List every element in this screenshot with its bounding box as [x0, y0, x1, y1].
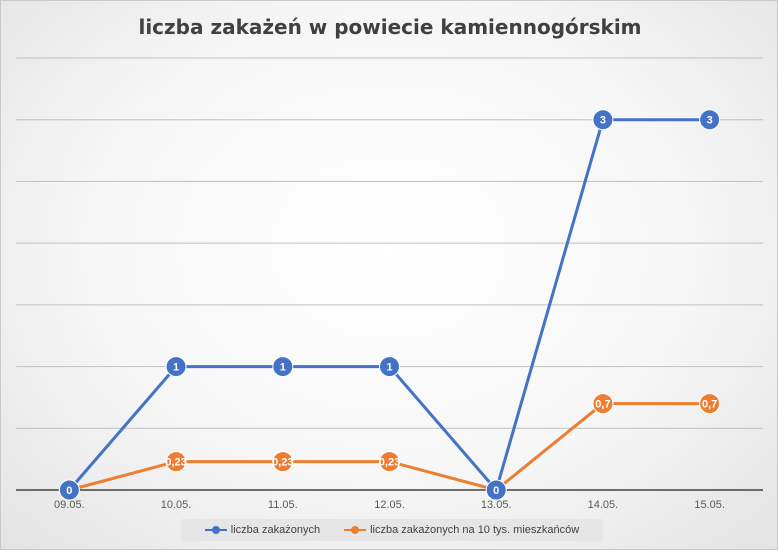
legend-item-series-2: liczba zakażonych na 10 tys. mieszkańców — [344, 524, 579, 536]
data-point — [699, 109, 721, 131]
data-label: 0 — [66, 485, 72, 497]
legend-label-series-2: liczba zakażonych na 10 tys. mieszkańców — [370, 524, 580, 536]
data-label: 0,23 — [165, 457, 186, 469]
x-tick-label: 11.05. — [268, 499, 298, 511]
legend-marker-series-1 — [204, 525, 227, 535]
x-tick-label: 15.05. — [694, 499, 725, 511]
data-label: 0,7 — [595, 399, 610, 411]
x-tick-label: 10.05. — [161, 499, 192, 511]
data-point — [379, 356, 400, 378]
data-label: 0 — [493, 485, 499, 497]
x-tick-label: 14.05. — [588, 499, 619, 511]
data-point — [58, 479, 80, 501]
data-label: 0,7 — [702, 399, 717, 411]
data-label: 1 — [386, 362, 392, 374]
series-line-2 — [68, 402, 710, 492]
data-label: 1 — [280, 362, 286, 374]
data-point — [592, 109, 614, 131]
x-tick-label: 13.05. — [481, 499, 512, 511]
data-label: 3 — [600, 115, 606, 127]
legend-label-series-1: liczba zakażonych — [230, 524, 321, 536]
data-point — [272, 451, 294, 473]
data-point — [379, 451, 400, 473]
data-point — [165, 356, 187, 378]
data-point — [165, 451, 187, 473]
legend: liczba zakażonych liczba zakażonych na 1… — [181, 519, 603, 541]
data-point — [592, 393, 614, 415]
legend-item-series-1: liczba zakażonych — [204, 524, 321, 536]
data-label: 3 — [707, 115, 713, 127]
legend-marker-series-2 — [344, 525, 367, 535]
data-label: 1 — [173, 362, 179, 374]
chart-title: liczba zakażeń w powiecie kamiennogórski… — [138, 15, 642, 39]
data-label: 0,23 — [272, 457, 293, 469]
data-label: 0,23 — [379, 457, 400, 469]
x-tick-label: 09.05. — [54, 499, 85, 511]
data-point — [485, 479, 507, 501]
data-point — [699, 393, 721, 415]
x-tick-label: 12.05. — [374, 499, 405, 511]
data-point — [272, 356, 294, 378]
